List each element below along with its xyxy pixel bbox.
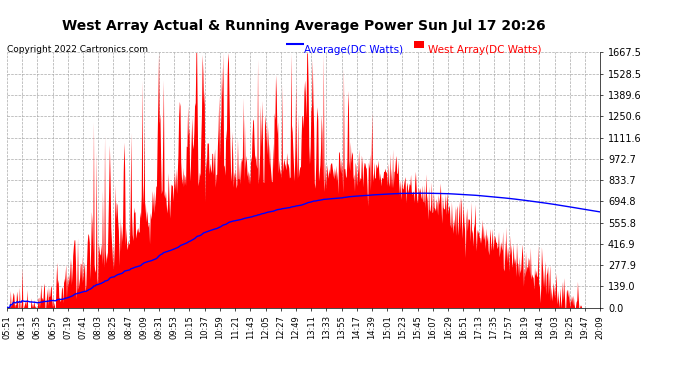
- Text: Copyright 2022 Cartronics.com: Copyright 2022 Cartronics.com: [7, 45, 148, 54]
- Text: West Array(DC Watts): West Array(DC Watts): [428, 45, 541, 55]
- Text: Average(DC Watts): Average(DC Watts): [304, 45, 403, 55]
- Text: West Array Actual & Running Average Power Sun Jul 17 20:26: West Array Actual & Running Average Powe…: [62, 19, 545, 33]
